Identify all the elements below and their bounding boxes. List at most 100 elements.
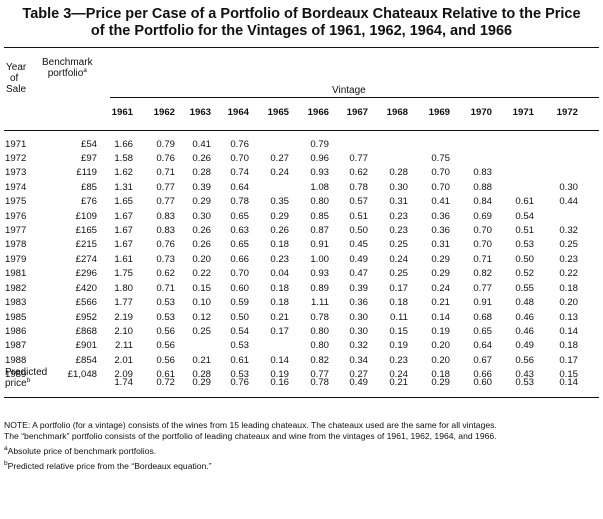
relative-price-cell: 0.20 [559,297,578,308]
relative-price-cell: 0.56 [156,340,175,351]
relative-price-cell: 0.56 [156,355,175,366]
relative-price-cell: 0.77 [310,369,329,380]
note-line-2: The “benchmark” portfolio consists of th… [4,431,497,441]
relative-price-cell: 1.67 [114,211,133,222]
relative-price-cell: 0.18 [559,340,578,351]
predicted-price-cell: 0.21 [389,377,408,388]
relative-price-cell: 0.24 [389,254,408,265]
relative-price-cell: 0.77 [473,283,492,294]
relative-price-cell: 0.77 [156,196,175,207]
relative-price-cell: 0.88 [473,182,492,193]
relative-price-cell: 0.52 [515,268,534,279]
relative-price-cell: 0.18 [389,297,408,308]
relative-price-cell: 0.61 [156,369,175,380]
table-title: Table 3—Price per Case of a Portfolio of… [0,6,603,40]
vintage-year-header: 1966 [307,107,329,118]
relative-price-cell: 1.80 [114,283,133,294]
relative-price-cell: 0.51 [349,211,368,222]
year-of-sale-cell: 1975 [5,196,27,207]
predicted-price-label: Predicted priceb [5,367,48,389]
relative-price-cell: 0.61 [230,355,249,366]
benchmark-price-cell: £165 [75,225,97,236]
relative-price-cell: 0.17 [270,326,289,337]
relative-price-cell: 0.80 [310,326,329,337]
relative-price-cell: 0.47 [349,268,368,279]
predicted-price-cell: 0.49 [349,377,368,388]
year-of-sale-cell: 1983 [5,297,27,308]
vintage-year-header: 1962 [153,107,175,118]
relative-price-cell: 0.85 [310,211,329,222]
relative-price-cell: 0.25 [192,326,211,337]
relative-price-cell: 2.10 [114,326,133,337]
relative-price-cell: 1.75 [114,268,133,279]
relative-price-cell: 0.18 [270,283,289,294]
relative-price-cell: 0.79 [310,139,329,150]
relative-price-cell: 0.53 [515,239,534,250]
relative-price-cell: 0.32 [349,340,368,351]
relative-price-cell: 0.74 [230,167,249,178]
relative-price-cell: 0.82 [310,355,329,366]
relative-price-cell: 0.43 [515,369,534,380]
relative-price-cell: 0.56 [156,326,175,337]
relative-price-cell: 0.64 [230,182,249,193]
relative-price-cell: 0.50 [230,312,249,323]
relative-price-cell: 0.23 [389,355,408,366]
benchmark-portfolio-header: Benchmark portfolioa [42,57,93,79]
header-bottom-rule [4,130,599,131]
relative-price-cell: 0.36 [431,211,450,222]
relative-price-cell: 0.27 [270,153,289,164]
vintage-year-header: 1969 [428,107,450,118]
relative-price-cell: 0.76 [230,139,249,150]
relative-price-cell: 0.79 [156,139,175,150]
relative-price-cell: 0.17 [559,355,578,366]
year-of-sale-cell: 1982 [5,283,27,294]
relative-price-cell: 0.26 [192,153,211,164]
relative-price-cell: 0.45 [349,239,368,250]
relative-price-cell: 0.57 [349,196,368,207]
relative-price-cell: 0.68 [473,312,492,323]
benchmark-price-cell: £76 [80,196,97,207]
predicted-price-cell: 0.53 [515,377,534,388]
relative-price-cell: 0.31 [389,196,408,207]
relative-price-cell: 0.25 [559,239,578,250]
relative-price-cell: 0.87 [310,225,329,236]
relative-price-cell: 0.30 [389,182,408,193]
relative-price-cell: 0.39 [192,182,211,193]
relative-price-cell: 1.77 [114,297,133,308]
relative-price-cell: 0.60 [230,283,249,294]
relative-price-cell: 2.01 [114,355,133,366]
relative-price-cell: 2.09 [114,369,133,380]
relative-price-cell: 0.24 [389,369,408,380]
relative-price-cell: 0.78 [230,196,249,207]
relative-price-cell: 0.66 [473,369,492,380]
relative-price-cell: 0.82 [473,268,492,279]
relative-price-cell: 0.46 [515,312,534,323]
vintage-header: Vintage [332,85,366,96]
benchmark-price-cell: £1,048 [67,369,97,380]
bottom-rule [4,397,599,398]
relative-price-cell: 0.54 [230,326,249,337]
year-of-sale-cell: 1988 [5,355,27,366]
relative-price-cell: 0.28 [389,167,408,178]
relative-price-cell: 0.39 [349,283,368,294]
relative-price-cell: 0.24 [431,283,450,294]
year-of-sale-cell: 1985 [5,312,27,323]
relative-price-cell: 1.67 [114,225,133,236]
table-title-line-1: Table 3—Price per Case of a Portfolio of… [22,6,581,22]
relative-price-cell: 1.66 [114,139,133,150]
relative-price-cell: 1.31 [114,182,133,193]
relative-price-cell: 0.15 [559,369,578,380]
benchmark-price-cell: £85 [80,182,97,193]
relative-price-cell: 1.62 [114,167,133,178]
relative-price-cell: 0.41 [431,196,450,207]
relative-price-cell: 1.58 [114,153,133,164]
benchmark-price-cell: £119 [76,167,97,178]
vintage-year-header: 1961 [111,107,133,118]
relative-price-cell: 2.19 [114,312,133,323]
relative-price-cell: 0.21 [192,355,211,366]
relative-price-cell: 0.35 [270,196,289,207]
vintage-year-header: 1970 [470,107,492,118]
relative-price-cell: 0.25 [389,268,408,279]
relative-price-cell: 0.77 [349,153,368,164]
relative-price-cell: 1.00 [310,254,329,265]
